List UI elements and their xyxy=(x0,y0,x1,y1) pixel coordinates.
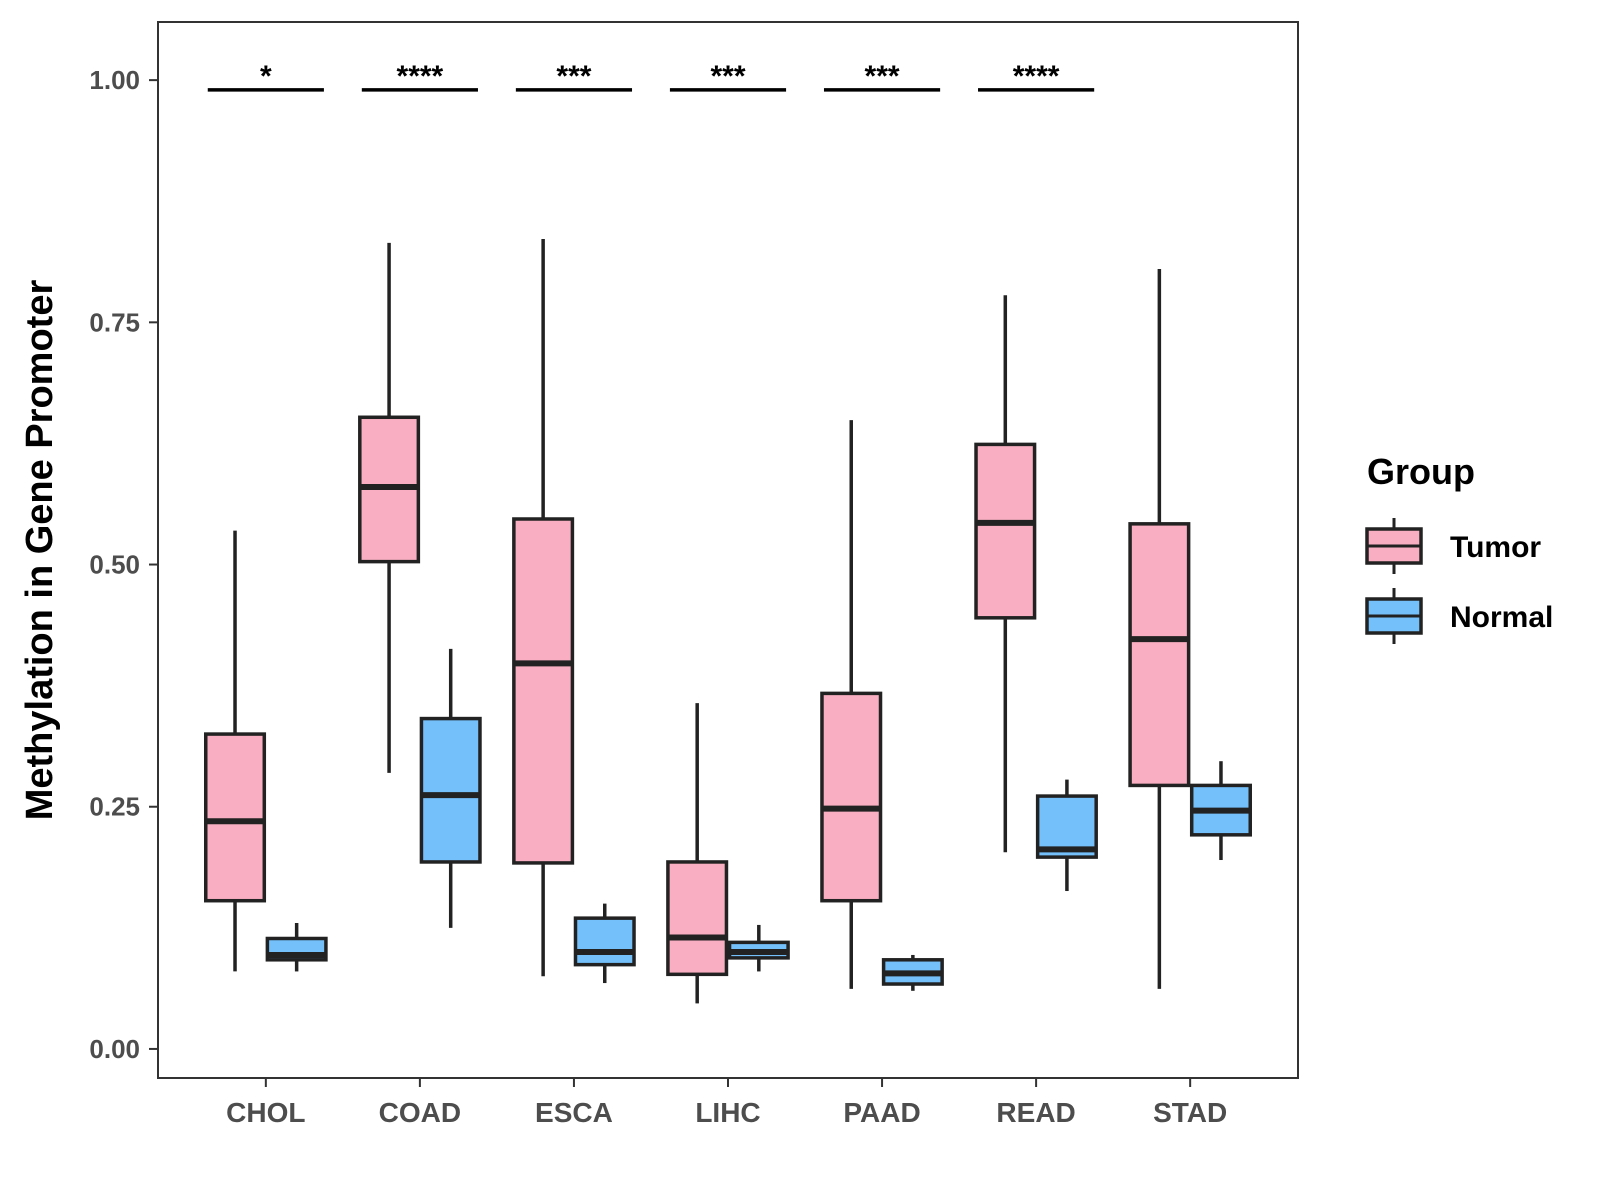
y-axis: 0.00 0.25 0.50 0.75 1.00 xyxy=(89,65,158,1064)
y-tick-label: 0.00 xyxy=(89,1034,140,1064)
box-tumor-lihc xyxy=(666,703,729,1004)
x-tick-label-read: READ xyxy=(996,1097,1075,1128)
legend-item-normal: Normal xyxy=(1365,588,1553,644)
legend-items: Tumor Normal xyxy=(1365,518,1553,644)
box-iqr xyxy=(1128,522,1191,788)
box-tumor-stad xyxy=(1128,269,1191,989)
significance-layer: * **** *** *** *** **** xyxy=(207,60,1095,93)
box-normal-paad xyxy=(881,954,944,991)
legend-item-tumor: Tumor xyxy=(1365,518,1541,574)
legend-label-normal: Normal xyxy=(1450,601,1553,634)
significance-label: **** xyxy=(397,60,444,93)
x-tick-label-coad: COAD xyxy=(379,1097,461,1128)
y-tick-label: 0.50 xyxy=(89,550,140,580)
legend-title: Group xyxy=(1367,451,1475,492)
box-normal-lihc xyxy=(727,924,790,972)
significance-coad: **** xyxy=(361,60,478,93)
legend: Group Tumor Normal xyxy=(1365,451,1553,644)
x-tick-label-paad: PAAD xyxy=(843,1097,920,1128)
y-tick-label: 0.75 xyxy=(89,307,140,337)
box-iqr xyxy=(573,916,636,967)
significance-label: *** xyxy=(556,60,591,93)
box-iqr xyxy=(204,732,267,903)
box-normal-stad xyxy=(1189,761,1252,861)
box-normal-chol xyxy=(265,922,328,972)
boxes-layer xyxy=(204,239,1252,1004)
box-tumor-chol xyxy=(204,530,267,972)
box-tumor-read xyxy=(974,295,1037,853)
box-tumor-paad xyxy=(820,420,883,989)
box-iqr xyxy=(820,691,883,903)
significance-paad: *** xyxy=(823,60,941,93)
x-tick-label-lihc: LIHC xyxy=(695,1097,760,1128)
x-tick-label-chol: CHOL xyxy=(226,1097,305,1128)
significance-read: **** xyxy=(978,60,1095,93)
significance-chol: * xyxy=(207,60,324,93)
y-tick-label: 1.00 xyxy=(89,65,140,95)
significance-lihc: *** xyxy=(669,60,787,93)
box-tumor-esca xyxy=(512,239,575,977)
y-axis-title: Methylation in Gene Promoter xyxy=(19,280,61,821)
box-tumor-coad xyxy=(358,242,421,773)
significance-esca: *** xyxy=(515,60,633,93)
box-normal-esca xyxy=(573,903,636,984)
x-axis: CHOL COAD ESCA LIHC PAAD READ STAD xyxy=(226,1078,1227,1128)
y-tick-label: 0.25 xyxy=(89,792,140,822)
box-iqr xyxy=(666,860,729,977)
significance-label: **** xyxy=(1013,60,1060,93)
box-normal-read xyxy=(1035,779,1098,892)
box-iqr xyxy=(512,517,575,865)
box-normal-coad xyxy=(419,648,482,928)
legend-label-tumor: Tumor xyxy=(1450,531,1541,564)
x-tick-label-esca: ESCA xyxy=(535,1097,613,1128)
significance-label: * xyxy=(260,60,272,93)
box-iqr xyxy=(974,442,1037,620)
significance-label: *** xyxy=(710,60,745,93)
box-iqr xyxy=(419,716,482,864)
x-tick-label-stad: STAD xyxy=(1153,1097,1227,1128)
significance-label: *** xyxy=(865,60,900,93)
